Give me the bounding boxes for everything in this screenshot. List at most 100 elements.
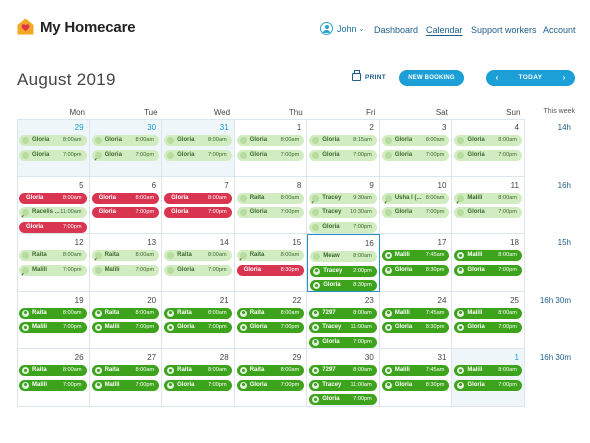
day-cell[interactable]: 31 Malili 7:45am Gloria 8:30pm [379,349,453,407]
booking-event[interactable]: Malili 8:00am [454,365,522,377]
day-cell[interactable]: 21 Raita 8:00am Gloria 7:00pm [162,291,235,350]
day-cell[interactable]: 17 Malili 7:45am Gloria 8:30pm [379,234,453,292]
booking-event[interactable]: Malili 8:00am [454,192,522,204]
booking-event[interactable]: Gloria 8:15am [309,135,377,146]
booking-event[interactable]: Tracey 2:00pm [310,265,377,277]
booking-event[interactable]: Malili 7:00pm [19,264,87,276]
booking-event[interactable]: Gloria 7:00pm [164,264,232,276]
day-cell[interactable]: 28 Raita 8:00am Gloria 7:00pm [162,349,235,407]
booking-event[interactable]: Tracey 10:30am [309,207,377,219]
booking-event[interactable]: Gloria 7:00pm [236,379,305,391]
day-cell[interactable]: 1 Malili 8:00am Gloria 7:00pm [452,349,525,407]
booking-event[interactable]: Gloria 7:00pm [454,207,522,219]
booking-event[interactable]: Gloria 7:00pm [454,149,522,161]
booking-event[interactable]: Malili 7:45am [381,250,450,262]
day-cell[interactable]: 29 Gloria 8:00am Gloria 7:00pm [17,119,90,177]
day-cell[interactable]: 24 Malili 7:45am Gloria 8:30pm [379,291,453,350]
nav-dashboard[interactable]: Dashboard [374,25,419,35]
day-cell[interactable]: 30 7297 8:00am Tracey 11:00am Gloria 7:00pm [307,349,380,407]
day-cell[interactable]: 9 Tracey 9:30am Tracey 10:30am Gloria 7:00pm [307,176,380,235]
booking-event[interactable]: Gloria 8:00am [164,192,232,204]
day-cell-today[interactable]: 16 Meaw 8:00am Tracey 2:00pm Gloria 8:30pm [307,234,380,292]
booking-event[interactable]: Gloria 7:00pm [91,149,160,161]
booking-event[interactable]: Gloria 7:00pm [19,221,87,233]
day-cell[interactable]: 30 Gloria 8:00am Gloria 7:00pm [89,119,163,177]
booking-event[interactable]: Malili 7:45am [381,307,450,319]
day-cell[interactable]: 18 Malili 8:00am Gloria 7:00pm [452,234,525,292]
booking-event[interactable]: Gloria 8:30pm [310,280,377,292]
day-cell[interactable]: 5 Gloria 8:00am Racelis ... 11:00am Gloria 7:0… [17,176,90,235]
booking-event[interactable]: Malili 7:45am [381,365,450,377]
booking-event[interactable]: Raita 8:00am [236,250,305,262]
day-cell[interactable]: 10 Usha I (... 8:00am Gloria 7:00pm [379,176,453,235]
booking-event[interactable]: Gloria 7:00pm [454,379,522,391]
app-brand[interactable]: My Homecare [40,19,136,36]
day-cell[interactable]: 12 Raita 8:00am Malili 7:00pm [17,234,90,292]
day-cell[interactable]: 3 Gloria 8:00am Gloria 7:00pm [379,119,453,177]
chevron-left-icon[interactable]: ‹ [495,73,499,82]
day-cell[interactable]: 2 Gloria 8:15am Gloria 7:00pm [307,119,380,177]
booking-event[interactable]: Racelis ... 11:00am [19,207,87,219]
booking-event[interactable]: Gloria 8:00am [164,135,232,146]
booking-event[interactable]: Gloria 7:00pm [381,207,450,219]
day-cell[interactable]: 31 Gloria 8:00am Gloria 7:00pm [162,119,235,177]
booking-event[interactable]: Raita 8:00am [164,250,232,262]
booking-event[interactable]: Malili 8:00am [454,307,522,319]
booking-event[interactable]: Malili 8:00am [454,250,522,262]
booking-event[interactable]: Gloria 7:00pm [236,149,305,161]
booking-event[interactable]: Gloria 7:00pm [164,207,232,219]
booking-event[interactable]: Gloria 7:00pm [381,149,450,161]
booking-event[interactable]: Gloria 8:00am [19,192,87,204]
nav-calendar[interactable]: Calendar [426,25,463,35]
day-cell[interactable]: 19 Raita 8:00am Malili 7:00pm [17,291,90,350]
booking-event[interactable]: Gloria 7:00pm [309,221,377,233]
booking-event[interactable]: Tracey 11:00am [309,322,377,334]
booking-event[interactable]: Raita 8:00am [91,307,160,319]
day-cell[interactable]: 22 Raita 8:00am Gloria 7:00pm [234,291,308,350]
day-cell[interactable]: 29 Raita 8:00am Gloria 7:00pm [234,349,308,407]
booking-event[interactable]: Raita 8:00am [236,365,305,377]
booking-event[interactable]: Usha I (... 8:00am [381,192,450,204]
booking-event[interactable]: Gloria 8:00am [381,135,450,146]
day-cell[interactable]: 26 Raita 8:00am Malili 7:00pm [17,349,90,407]
booking-event[interactable]: Tracey 9:30am [309,192,377,204]
booking-event[interactable]: Gloria 8:00am [91,192,160,204]
booking-event[interactable]: Malili 7:00pm [19,322,87,334]
home-heart-logo-icon[interactable] [17,18,34,35]
day-cell[interactable]: 7 Gloria 8:00am Gloria 7:00pm [162,176,235,235]
day-cell[interactable]: 13 Raita 8:00am Malili 7:00pm [89,234,163,292]
booking-event[interactable]: Gloria 7:00pm [164,149,232,161]
nav-account[interactable]: Account [543,25,576,35]
booking-event[interactable]: Raita 8:00am [164,307,232,319]
booking-event[interactable]: Gloria 7:00pm [309,394,377,406]
booking-event[interactable]: Raita 8:00am [19,250,87,262]
chevron-right-icon[interactable]: › [562,73,566,82]
booking-event[interactable]: Malili 7:00pm [91,322,160,334]
day-cell[interactable]: 8 Raita 8:00am Gloria 7:00pm [234,176,308,235]
booking-event[interactable]: Gloria 7:00pm [164,379,232,391]
user-menu[interactable]: John ⌄ [320,22,364,35]
booking-event[interactable]: Gloria 7:00pm [454,264,522,276]
booking-event[interactable]: 7297 8:00am [309,365,377,377]
booking-event[interactable]: Malili 7:00pm [91,379,160,391]
day-cell[interactable]: 6 Gloria 8:00am Gloria 7:00pm [89,176,163,235]
day-cell[interactable]: 15 Raita 8:00am Gloria 8:30pm [234,234,308,292]
day-cell[interactable]: 1 Gloria 8:00am Gloria 7:00pm [234,119,308,177]
booking-event[interactable]: Raita 8:00am [164,365,232,377]
booking-event[interactable]: Gloria 8:30pm [381,322,450,334]
booking-event[interactable]: Malili 7:00pm [91,264,160,276]
booking-event[interactable]: Gloria 8:00am [19,135,87,146]
booking-event[interactable]: Gloria 8:00am [454,135,522,146]
nav-support-workers[interactable]: Support workers [471,25,537,35]
day-cell[interactable]: 23 7297 8:00am Tracey 11:00am Gloria 7:00pm [307,291,380,350]
booking-event[interactable]: Gloria 7:00pm [91,207,160,219]
booking-event[interactable]: Gloria 7:00pm [19,149,87,161]
booking-event[interactable]: Raita 8:00am [91,250,160,262]
booking-event[interactable]: Gloria 8:00am [236,135,305,146]
booking-event[interactable]: Gloria 7:00pm [309,336,377,348]
booking-event[interactable]: Raita 8:00am [19,307,87,319]
booking-event[interactable]: Meaw 8:00am [310,251,377,263]
booking-event[interactable]: Raita 8:00am [236,192,305,204]
booking-event[interactable]: Gloria 7:00pm [236,322,305,334]
booking-event[interactable]: Gloria 8:00am [91,135,160,146]
